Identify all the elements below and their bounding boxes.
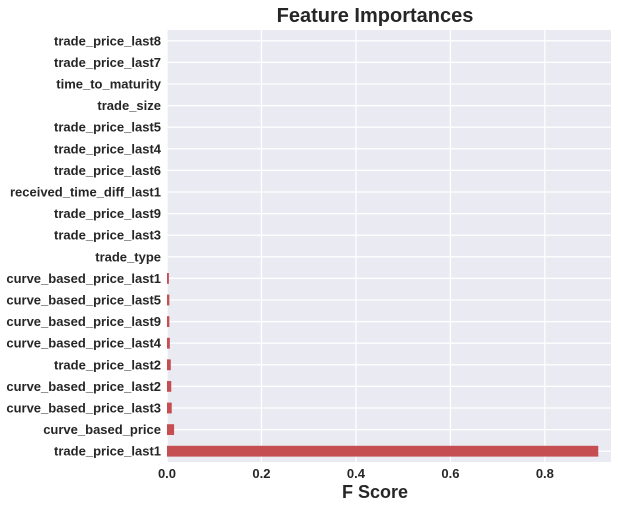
y-tick-label: curve_based_price_last3 xyxy=(6,401,161,416)
bar-curve_based_price_last3 xyxy=(167,402,172,414)
bar-series xyxy=(167,273,599,457)
y-tick-label: trade_size xyxy=(97,98,161,113)
y-tick-label: received_time_diff_last1 xyxy=(10,185,161,200)
y-tick-label: curve_based_price_last1 xyxy=(6,271,161,286)
y-tick-label: trade_type xyxy=(95,249,161,264)
bar-curve_based_price xyxy=(167,424,175,435)
y-tick-label: curve_based_price_last2 xyxy=(6,379,161,394)
bar-trade_price_last2 xyxy=(167,359,171,371)
x-axis-label: F Score xyxy=(342,482,408,502)
y-tick-label: trade_price_last7 xyxy=(54,55,161,70)
bar-curve_based_price_last9 xyxy=(167,316,170,327)
plot-area xyxy=(167,30,611,462)
y-tick-label: trade_price_last4 xyxy=(54,141,162,156)
y-tick-label: curve_based_price xyxy=(43,422,161,437)
y-tick-label: trade_price_last9 xyxy=(54,206,161,221)
y-tick-label: curve_based_price_last4 xyxy=(6,336,161,351)
y-tick-label: curve_based_price_last9 xyxy=(6,314,161,329)
bar-curve_based_price_last2 xyxy=(167,381,172,392)
x-tick-label: 0.2 xyxy=(252,466,270,481)
x-tick-label: 0.8 xyxy=(536,466,554,481)
bar-trade_price_last1 xyxy=(167,445,599,457)
y-tick-label: time_to_maturity xyxy=(56,77,162,92)
x-tick-label: 0.0 xyxy=(158,466,176,481)
y-tick-label: trade_price_last6 xyxy=(54,163,161,178)
y-tick-label: trade_price_last8 xyxy=(54,33,161,48)
bar-curve_based_price_last4 xyxy=(167,337,170,349)
x-tick-labels: 0.0 0.2 0.4 0.6 0.8 xyxy=(158,466,554,481)
bar-curve_based_price_last1 xyxy=(167,273,169,284)
y-tick-labels: trade_price_last8 trade_price_last7 time_t… xyxy=(6,33,161,458)
y-tick-label: curve_based_price_last5 xyxy=(6,293,161,308)
x-tick-label: 0.4 xyxy=(347,466,366,481)
y-tick-label: trade_price_last3 xyxy=(54,228,161,243)
y-tick-label: trade_price_last2 xyxy=(54,357,161,372)
bar-curve_based_price_last5 xyxy=(167,294,170,306)
chart-title: Feature Importances xyxy=(277,5,474,27)
x-tick-label: 0.6 xyxy=(441,466,459,481)
grid-lines xyxy=(166,30,611,462)
y-tick-label: trade_price_last5 xyxy=(54,120,161,135)
y-tick-label: trade_price_last1 xyxy=(54,444,161,459)
